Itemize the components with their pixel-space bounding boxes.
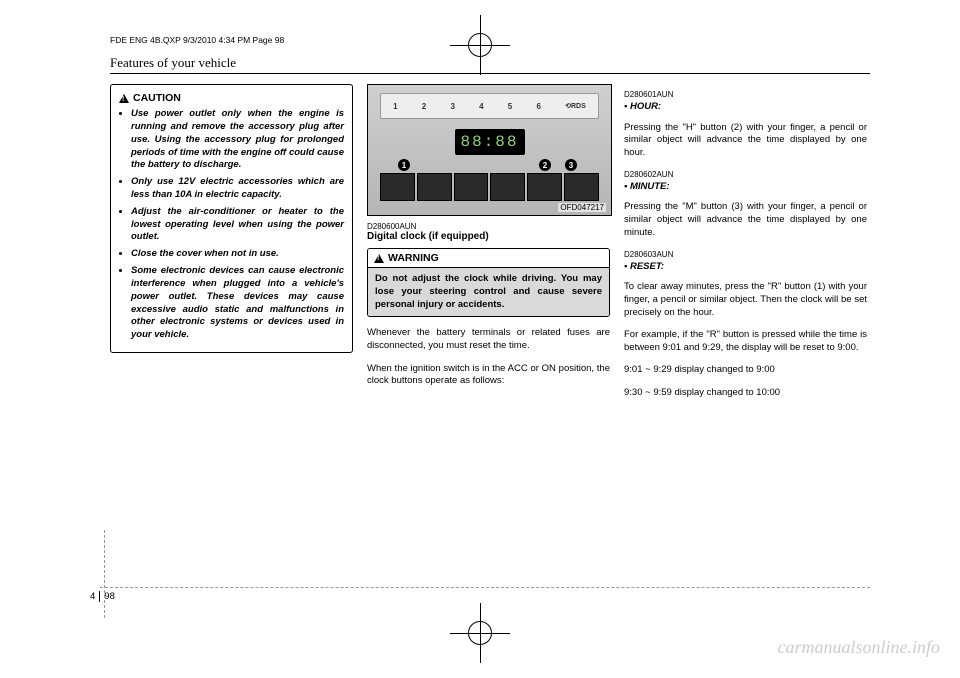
callout-2: 2 bbox=[539, 159, 551, 171]
preset-btn: 1 bbox=[393, 102, 397, 111]
reset-body2: For example, if the "R" button is presse… bbox=[624, 329, 867, 355]
caution-box: CAUTION Use power outlet only when the e… bbox=[110, 84, 353, 353]
hour-body: Pressing the "H" button (2) with your fi… bbox=[624, 122, 867, 160]
caution-list: Use power outlet only when the engine is… bbox=[119, 108, 344, 342]
col2-para1: Whenever the battery terminals or relate… bbox=[367, 327, 610, 353]
caution-item: Some electronic devices can cause electr… bbox=[131, 265, 344, 342]
radio-preset-row: 1 2 3 4 5 6 ⟲RDS bbox=[380, 93, 599, 119]
warning-icon bbox=[374, 254, 384, 263]
page: FDE ENG 4B.QXP 9/3/2010 4:34 PM Page 98 … bbox=[0, 0, 960, 678]
hour-head: • HOUR: bbox=[624, 101, 867, 112]
content-columns: CAUTION Use power outlet only when the e… bbox=[110, 84, 870, 409]
warning-box: WARNING Do not adjust the clock while dr… bbox=[367, 248, 610, 317]
column-3: D280601AUN • HOUR: Pressing the "H" butt… bbox=[624, 84, 867, 409]
code-d280600: D280600AUN bbox=[367, 222, 610, 231]
print-header: FDE ENG 4B.QXP 9/3/2010 4:34 PM Page 98 bbox=[110, 35, 284, 45]
caution-item: Use power outlet only when the engine is… bbox=[131, 108, 344, 172]
preset-btn: 5 bbox=[508, 102, 512, 111]
crop-mark-top bbox=[450, 15, 510, 75]
minute-head: • MINUTE: bbox=[624, 181, 867, 192]
clock-photo: 1 2 3 4 5 6 ⟲RDS 88:88 1 2 3 OFD047217 bbox=[367, 84, 612, 216]
code-reset: D280603AUN bbox=[624, 250, 867, 259]
column-2: 1 2 3 4 5 6 ⟲RDS 88:88 1 2 3 OFD047217 D… bbox=[367, 84, 610, 409]
caution-title-text: CAUTION bbox=[133, 92, 181, 104]
page-number: 98 bbox=[104, 591, 115, 602]
dash-line-horizontal bbox=[100, 587, 870, 588]
reset-line2: 9:30 ~ 9:59 display changed to 10:00 bbox=[624, 387, 867, 400]
col2-para2: When the ignition switch is in the ACC o… bbox=[367, 363, 610, 389]
warning-body: Do not adjust the clock while driving. Y… bbox=[368, 268, 609, 316]
image-code: OFD047217 bbox=[558, 203, 606, 212]
preset-btn: 2 bbox=[422, 102, 426, 111]
crop-mark-bottom bbox=[450, 603, 510, 663]
page-footer: 4 98 bbox=[90, 591, 115, 602]
callout-3: 3 bbox=[565, 159, 577, 171]
callout-1: 1 bbox=[398, 159, 410, 171]
rds-label: ⟲RDS bbox=[565, 102, 586, 110]
caution-item: Adjust the air-conditioner or heater to … bbox=[131, 206, 344, 244]
dash-line-vertical bbox=[104, 530, 105, 618]
lower-button-row bbox=[380, 173, 599, 201]
reset-head: • RESET: bbox=[624, 261, 867, 272]
warning-header: WARNING bbox=[368, 249, 609, 268]
digital-clock-heading: Digital clock (if equipped) bbox=[367, 231, 610, 242]
caution-title: CAUTION bbox=[119, 91, 344, 105]
preset-btn: 6 bbox=[536, 102, 540, 111]
preset-btn: 3 bbox=[450, 102, 454, 111]
reset-line1: 9:01 ~ 9:29 display changed to 9:00 bbox=[624, 364, 867, 377]
clock-display: 88:88 bbox=[455, 129, 525, 155]
minute-body: Pressing the "M" button (3) with your fi… bbox=[624, 201, 867, 239]
reset-body1: To clear away minutes, press the "R" but… bbox=[624, 281, 867, 319]
watermark: carmanualsonline.info bbox=[778, 637, 941, 658]
caution-item: Close the cover when not in use. bbox=[131, 248, 344, 261]
column-1: CAUTION Use power outlet only when the e… bbox=[110, 84, 353, 409]
caution-item: Only use 12V electric accessories which … bbox=[131, 176, 344, 202]
chapter-number: 4 bbox=[90, 591, 100, 602]
code-hour: D280601AUN bbox=[624, 90, 867, 99]
warning-title-text: WARNING bbox=[388, 252, 439, 264]
code-minute: D280602AUN bbox=[624, 170, 867, 179]
caution-icon bbox=[119, 94, 129, 103]
preset-btn: 4 bbox=[479, 102, 483, 111]
